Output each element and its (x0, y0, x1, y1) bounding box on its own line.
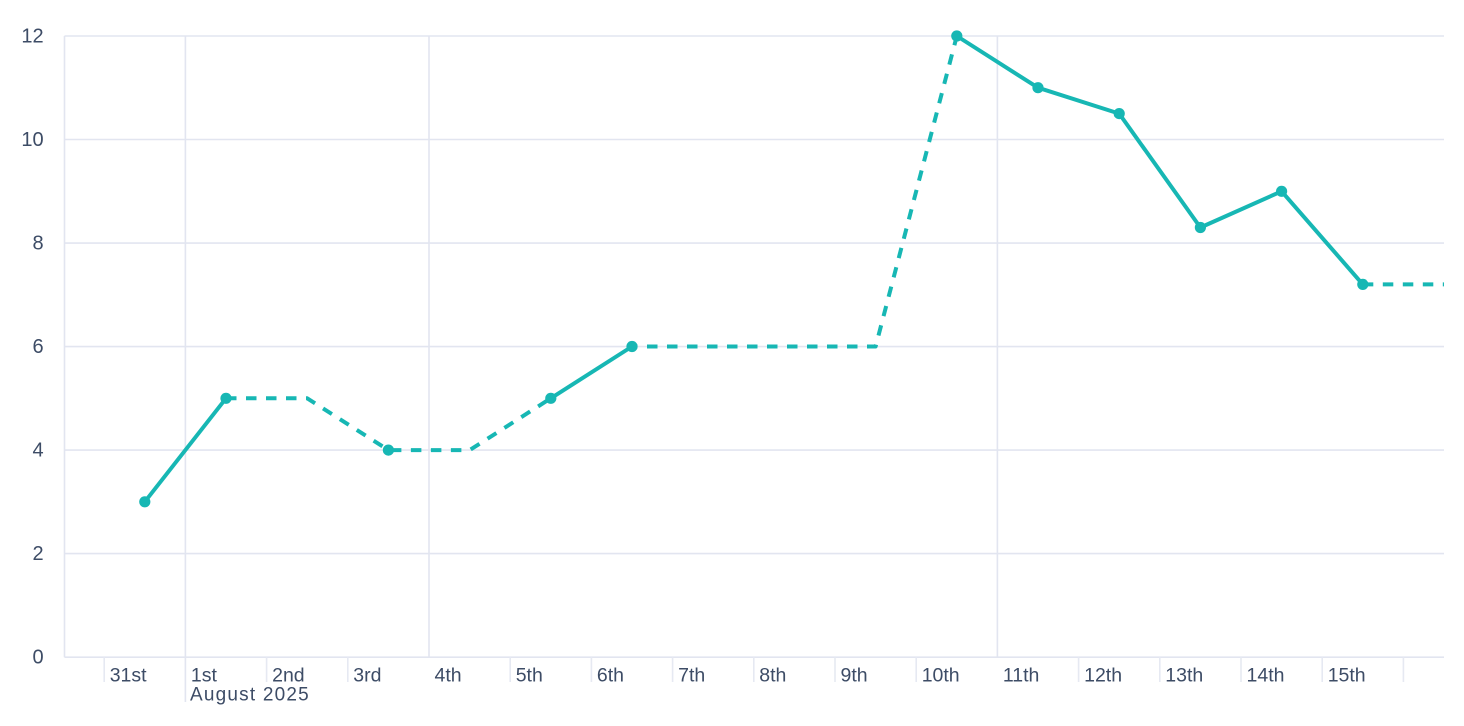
svg-text:10th: 10th (922, 664, 960, 686)
svg-text:8: 8 (32, 233, 43, 255)
svg-text:4th: 4th (435, 664, 462, 686)
svg-text:15th: 15th (1328, 664, 1366, 686)
svg-text:10: 10 (21, 129, 43, 151)
svg-text:6: 6 (32, 336, 43, 358)
svg-text:August 2025: August 2025 (190, 684, 310, 705)
svg-text:1st: 1st (191, 664, 218, 686)
svg-text:6th: 6th (597, 664, 624, 686)
svg-text:2nd: 2nd (272, 664, 305, 686)
svg-text:2: 2 (32, 543, 43, 565)
svg-text:9th: 9th (841, 664, 868, 686)
svg-text:14th: 14th (1247, 664, 1285, 686)
svg-text:12: 12 (21, 25, 43, 47)
svg-text:13th: 13th (1165, 664, 1203, 686)
svg-text:12th: 12th (1084, 664, 1122, 686)
svg-text:7th: 7th (678, 664, 705, 686)
svg-text:0: 0 (32, 647, 43, 669)
svg-text:11th: 11th (1003, 664, 1040, 686)
svg-text:8th: 8th (759, 664, 786, 686)
svg-text:5th: 5th (516, 664, 543, 686)
svg-text:31st: 31st (110, 664, 147, 686)
svg-text:3rd: 3rd (353, 664, 381, 686)
svg-text:4: 4 (32, 440, 43, 462)
